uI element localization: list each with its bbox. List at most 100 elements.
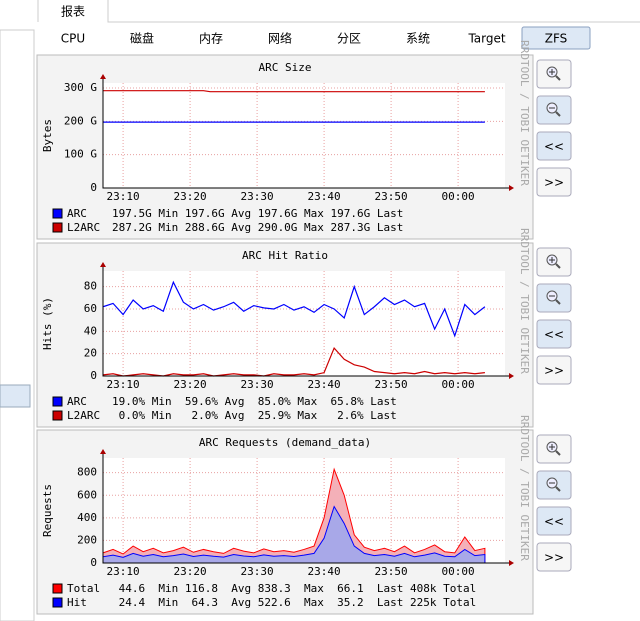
legend-stats: 44.6 Min 116.8 Avg 838.3 Max 66.1 Last 4… [112, 582, 476, 595]
button-label[interactable]: << [544, 328, 564, 342]
zoom-icon [549, 69, 555, 75]
sidebar [0, 29, 35, 621]
nav-tab[interactable]: Target [467, 32, 505, 46]
nav-tab[interactable]: 系统 [406, 32, 430, 46]
series-area [102, 467, 486, 564]
button[interactable] [536, 542, 572, 572]
button[interactable] [536, 131, 572, 161]
button-label[interactable]: << [544, 140, 564, 154]
axes [102, 265, 509, 377]
y-tick-label: 0 [90, 556, 97, 569]
zoom-icon [555, 263, 561, 269]
legend-name: L2ARC [67, 221, 100, 234]
legend-stats: 24.4 Min 64.3 Avg 522.6 Max 35.2 Last 22… [112, 596, 476, 609]
x-tick-label: 00:00 [442, 378, 475, 391]
y-tick-label: 300 G [64, 81, 97, 94]
y-tick-label: 40 [84, 324, 97, 337]
y-tick-label: 0 [90, 369, 97, 382]
chart-title: ARC Hit Ratio [242, 249, 328, 262]
zoom-icon [555, 111, 561, 117]
chart-title: ARC Requests (demand_data) [199, 436, 371, 449]
x-tick-label: 23:50 [375, 565, 408, 578]
button-label[interactable]: << [544, 515, 564, 529]
nav-tab[interactable]: 内存 [199, 32, 223, 46]
y-axis-label: Requests [41, 484, 54, 537]
button[interactable] [536, 167, 572, 197]
tab-border [37, 0, 640, 23]
y-axis-label: Bytes [41, 119, 54, 152]
x-tick-label: 23:10 [107, 190, 140, 203]
legend-swatch [52, 208, 63, 219]
zoom-icon [549, 444, 555, 450]
watermark: RRDTOOL / TOBI OETIKER [518, 415, 531, 561]
legend-swatch [52, 222, 63, 233]
nav-tab[interactable]: CPU [61, 32, 85, 46]
nav-tab[interactable]: 分区 [337, 32, 361, 46]
x-tick-label: 23:30 [241, 565, 274, 578]
nav-tab[interactable]: 网络 [268, 31, 292, 46]
legend-name: ARC [67, 395, 87, 408]
y-tick-label: 400 [77, 511, 97, 524]
watermark: RRDTOOL / TOBI OETIKER [518, 40, 531, 186]
legend-swatch [52, 396, 63, 407]
x-tick-label: 23:20 [174, 565, 207, 578]
x-tick-label: 23:40 [308, 378, 341, 391]
legend-stats: 19.0% Min 59.6% Avg 85.0% Max 65.8% Last [112, 395, 397, 408]
series-area [102, 505, 486, 564]
plot-area [103, 458, 505, 563]
x-tick-label: 23:10 [107, 565, 140, 578]
button[interactable] [536, 319, 572, 349]
y-tick-label: 600 [77, 488, 97, 501]
legend-stats: 197.5G Min 197.6G Avg 197.6G Max 197.6G … [112, 207, 403, 220]
series-line [103, 90, 485, 93]
y-tick-label: 200 [77, 533, 97, 546]
axes [102, 77, 509, 189]
axes [102, 452, 509, 564]
chart-title: ARC Size [259, 61, 312, 74]
y-tick-label: 20 [84, 347, 97, 360]
button-label[interactable]: >> [544, 551, 564, 565]
tab[interactable]: 报表 [61, 4, 85, 19]
watermark: RRDTOOL / TOBI OETIKER [518, 228, 531, 374]
legend-stats: 287.2G Min 288.6G Avg 290.0G Max 287.3G … [112, 221, 403, 234]
x-tick-label: 23:30 [241, 190, 274, 203]
zoom-icon [555, 75, 561, 81]
x-tick-label: 23:50 [375, 190, 408, 203]
nav-tab[interactable]: 磁盘 [130, 31, 154, 46]
y-tick-label: 200 G [64, 114, 97, 127]
x-tick-label: 23:10 [107, 378, 140, 391]
x-tick-label: 23:50 [375, 378, 408, 391]
nav-tab[interactable]: ZFS [545, 32, 568, 46]
y-tick-label: 800 [77, 466, 97, 479]
x-tick-label: 23:20 [174, 190, 207, 203]
x-tick-label: 23:20 [174, 378, 207, 391]
zoom-icon [555, 450, 561, 456]
x-tick-label: 23:40 [308, 190, 341, 203]
zoom-icon [555, 486, 561, 492]
legend-stats: 0.0% Min 2.0% Avg 25.9% Max 2.6% Last [112, 409, 397, 422]
legend-swatch [52, 410, 63, 421]
zoom-icon [549, 257, 555, 263]
legend-swatch [52, 597, 63, 608]
plot-area [103, 83, 505, 188]
legend-name: ARC [67, 207, 87, 220]
button-label[interactable]: >> [544, 364, 564, 378]
y-tick-label: 60 [84, 302, 97, 315]
button[interactable] [536, 506, 572, 536]
x-tick-label: 23:30 [241, 378, 274, 391]
x-tick-label: 00:00 [442, 190, 475, 203]
y-tick-label: 0 [90, 181, 97, 194]
legend-name: Total [67, 582, 100, 595]
y-axis-label: Hits (%) [41, 297, 54, 350]
sidebar-item[interactable] [0, 384, 31, 408]
nav-selected[interactable] [521, 26, 591, 50]
zoom-icon [555, 299, 561, 305]
legend-name: L2ARC [67, 409, 100, 422]
legend-name: Hit [67, 596, 87, 609]
y-tick-label: 80 [84, 280, 97, 293]
button-label[interactable]: >> [544, 176, 564, 190]
legend-swatch [52, 583, 63, 594]
button[interactable] [536, 355, 572, 385]
x-tick-label: 00:00 [442, 565, 475, 578]
